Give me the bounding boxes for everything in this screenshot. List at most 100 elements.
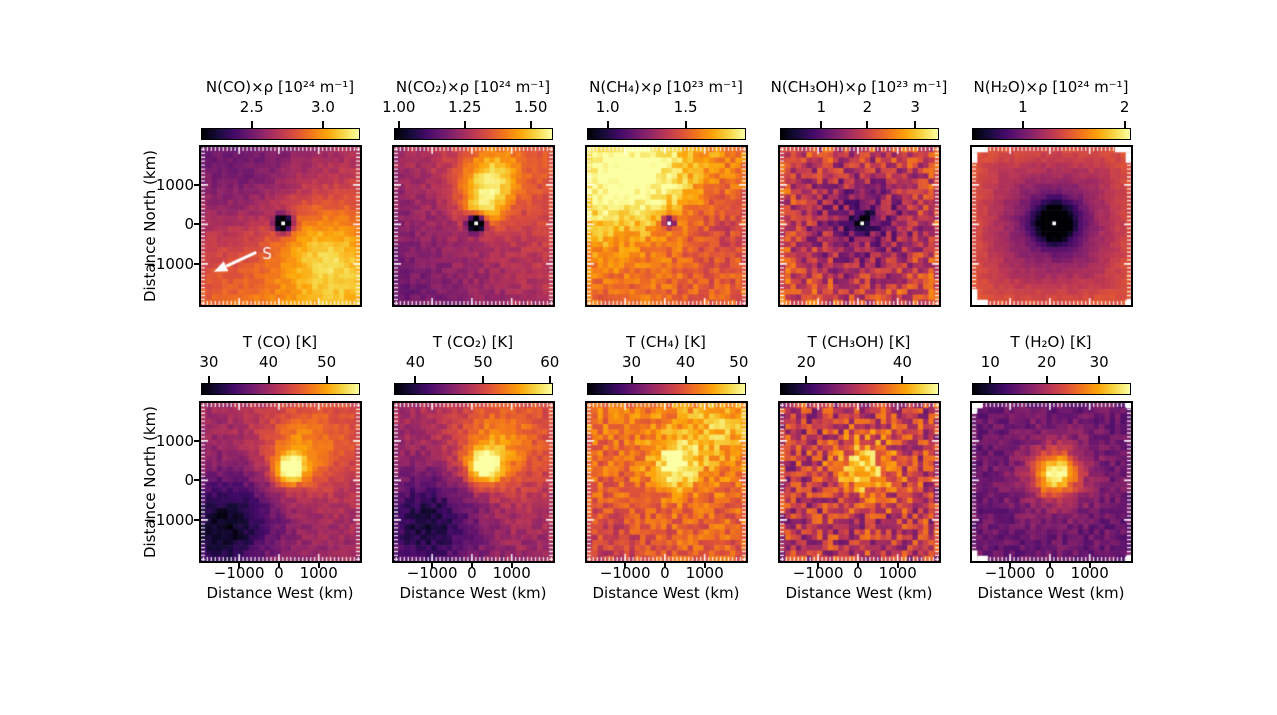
colorbar-tick-label: 40 <box>405 353 425 371</box>
x-tick-labels: −1000 0 1000 <box>201 565 360 582</box>
colorbar-tick <box>866 121 869 128</box>
colorbar-tick <box>1098 376 1101 383</box>
colorbar-tick-label: 10 <box>980 353 1000 371</box>
colorbar-tick <box>321 121 324 128</box>
colorbar-title: T (CH₃OH) [K] <box>807 333 911 351</box>
colorbar-tick-label: 40 <box>892 353 912 371</box>
colorbar-gradient <box>780 128 939 140</box>
colorbar-tick-label: 3 <box>910 98 920 116</box>
colorbar-tick <box>805 376 808 383</box>
colorbar-tick-label: 1 <box>1018 98 1028 116</box>
colorbar-tick <box>325 376 328 383</box>
colorbar-title: N(CO)×ρ [10²⁴ m⁻¹] <box>205 78 355 96</box>
heatmap-frame <box>194 401 362 568</box>
colorbar-tick <box>1045 376 1048 383</box>
y-tick-label: −1000 <box>143 255 194 273</box>
y-tick-label: 0 <box>184 215 194 233</box>
axis-major-tick <box>624 563 627 568</box>
axis-major-tick <box>1009 563 1012 568</box>
heatmap-t-co2 <box>394 403 553 561</box>
colorbar-ticks <box>780 121 939 128</box>
colorbar-tick-labels: 10 20 30 <box>972 353 1131 372</box>
colorbar-tick-label: 50 <box>473 353 493 371</box>
axis-major-tick <box>1048 563 1051 568</box>
colorbar-ticks <box>394 121 553 128</box>
colorbar-tick-label: 1.25 <box>448 98 482 116</box>
colorbar-tick-label: 20 <box>796 353 816 371</box>
x-tick-label: −1000 <box>599 564 651 582</box>
colorbar-ticks <box>587 376 746 383</box>
axis-major-tick <box>194 262 199 265</box>
axis-major-tick <box>317 563 320 568</box>
y-tick-label: 1000 <box>155 176 194 194</box>
x-tick-label: 0 <box>660 564 670 582</box>
heatmap-t-co <box>201 403 360 561</box>
colorbar-tick-label: 30 <box>1089 353 1109 371</box>
x-tick-label: 1000 <box>685 564 724 582</box>
x-axis-label: Distance West (km) <box>399 584 547 602</box>
colorbar-tick-labels: 30 40 50 <box>587 353 749 372</box>
colorbar-tick-labels: 30 40 50 <box>199 353 360 372</box>
x-tick-labels: −1000 0 1000 <box>780 565 939 582</box>
colorbar-gradient <box>780 383 939 395</box>
colorbar-gradient <box>201 128 360 140</box>
heatmap-t-ch4 <box>587 403 746 561</box>
heatmap-frame <box>970 401 1133 568</box>
colorbar-tick <box>1021 121 1024 128</box>
axis-major-tick <box>194 479 199 482</box>
colorbar-title: N(CH₃OH)×ρ [10²³ m⁻¹] <box>770 78 948 96</box>
colorbar-tick-label: 40 <box>676 353 696 371</box>
x-tick-labels: −1000 0 1000 <box>587 565 746 582</box>
y-tick-label: 0 <box>184 471 194 489</box>
colorbar-title: T (CO₂) [K] <box>432 333 514 351</box>
x-tick-labels: −1000 0 1000 <box>394 565 553 582</box>
x-axis-label: Distance West (km) <box>206 584 354 602</box>
colorbar-tick <box>463 121 466 128</box>
axis-major-tick <box>896 563 899 568</box>
heatmap-n-co <box>201 147 360 305</box>
colorbar-tick-labels: 2.5 3.0 <box>201 98 360 117</box>
colorbar-tick <box>989 376 992 383</box>
colorbar-tick <box>684 376 687 383</box>
colorbar-tick-label: 2.5 <box>239 98 264 116</box>
axis-major-tick <box>238 563 241 568</box>
colorbar-ticks <box>587 121 746 128</box>
colorbar-gradient <box>587 383 746 395</box>
colorbar-ticks <box>201 121 360 128</box>
x-tick-label: 1000 <box>492 564 531 582</box>
colorbar-tick <box>414 376 417 383</box>
colorbar-gradient <box>201 383 360 395</box>
axis-major-tick <box>194 183 199 186</box>
colorbar-tick-label: 50 <box>729 353 749 371</box>
heatmap-n-h2o <box>972 147 1131 305</box>
colorbar-tick-label: 30 <box>621 353 642 371</box>
colorbar-title: N(CO₂)×ρ [10²⁴ m⁻¹] <box>395 78 551 96</box>
colorbar-tick <box>250 121 253 128</box>
colorbar-tick-label: 2 <box>862 98 873 116</box>
colorbar-title: T (CH₄) [K] <box>626 333 706 351</box>
heatmap-n-ch4 <box>587 147 746 305</box>
x-axis-label: Distance West (km) <box>785 584 933 602</box>
colorbar-ticks <box>780 376 939 383</box>
axis-major-tick <box>277 563 280 568</box>
colorbar-title: N(H₂O)×ρ [10²⁴ m⁻¹] <box>973 78 1129 96</box>
colorbar-gradient <box>587 128 746 140</box>
y-tick-label: −1000 <box>143 511 194 529</box>
colorbar-gradient <box>394 383 553 395</box>
colorbar-tick-label: 1.00 <box>382 98 416 116</box>
colorbar-tick <box>606 121 609 128</box>
colorbar-tick <box>901 376 904 383</box>
colorbar-tick <box>1123 121 1126 128</box>
colorbar-gradient <box>972 128 1131 140</box>
x-axis-label: Distance West (km) <box>977 584 1125 602</box>
heatmap-frame <box>194 145 362 307</box>
colorbar-tick-labels: 20 40 <box>780 353 939 372</box>
colorbar-ticks <box>972 121 1131 128</box>
colorbar-tick-labels: 1.00 1.25 1.50 <box>382 98 553 117</box>
colorbar-tick <box>397 121 400 128</box>
colorbar-tick-label: 1 <box>816 98 827 116</box>
colorbar-ticks <box>972 376 1131 383</box>
heatmap-n-co2 <box>394 147 553 305</box>
colorbar-tick <box>482 376 485 383</box>
